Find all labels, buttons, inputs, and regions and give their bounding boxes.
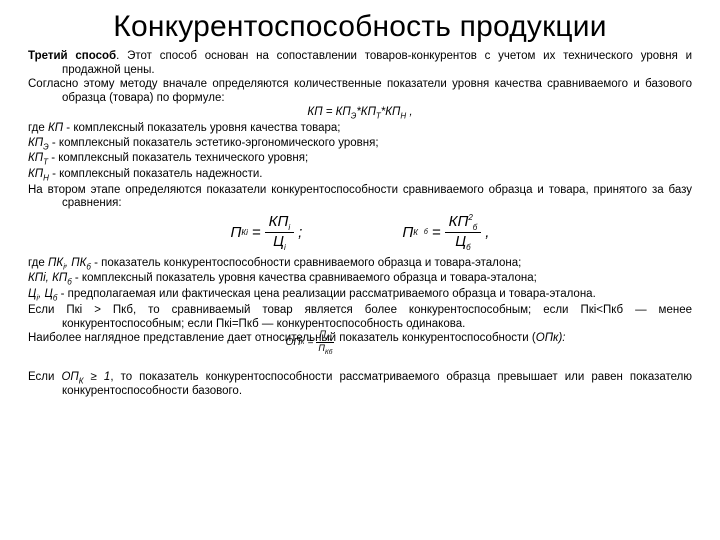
f2-tail: ,	[485, 224, 489, 242]
f2-num-sub: б	[473, 223, 478, 232]
kpi-line: КПi, КПб - комплексный показатель уровня…	[28, 272, 692, 287]
where-kp: где КП - комплексный показатель уровня к…	[28, 122, 692, 136]
f2-frac: КП2б Цб	[445, 213, 482, 253]
where-lead: где	[28, 122, 48, 134]
kpt-sym: КП	[28, 152, 43, 164]
pk-line: где ПКi, ПКб - показатель конкурентоспос…	[28, 257, 692, 272]
kpi-sym1: КПi	[28, 272, 46, 284]
final-a: Если	[28, 371, 61, 383]
third-rest: . Этот способ основан на сопоставлении т…	[62, 50, 692, 76]
f1-lhs-sub: Кi	[241, 228, 248, 237]
formula-kp: КП = КПЭ*КПТ*КПН ,	[28, 106, 692, 121]
op-sym: ОПк):	[536, 332, 566, 344]
f1-num: КП	[269, 213, 289, 230]
f1-den-sub: i	[284, 243, 286, 252]
pk-sym1: ПК	[48, 257, 63, 269]
p-third: Третий способ. Этот способ основан на со…	[28, 50, 692, 77]
formula-row: ПКi = КПi Цi ; ПКб = КП2б Цб ,	[28, 213, 692, 253]
final-sym: ОП	[61, 371, 78, 383]
where-kp-sym: КП	[48, 122, 63, 134]
kpi-sym2: КП	[52, 272, 67, 284]
f1-frac: КПi Цi	[265, 213, 295, 253]
op-formula: ОПК = ПКi ПКб	[240, 329, 380, 357]
formula-pkb: ПКб = КП2б Цб ,	[402, 213, 489, 253]
f1-den: Ц	[273, 233, 284, 250]
kp-base: КП = КП	[307, 106, 350, 118]
price-sym2: Ц	[45, 288, 53, 300]
f1-lhs: П	[231, 224, 242, 242]
compare-line: Если Пкi > Пкб, то сравниваемый товар яв…	[28, 304, 692, 331]
f2-den: Ц	[455, 233, 466, 250]
kpn-sym: КП	[28, 168, 43, 180]
final-b: , то показатель конкурентоспособности ра…	[62, 371, 692, 398]
page-title: Конкурентоспособность продукции	[28, 10, 692, 44]
kpe-sym: КП	[28, 137, 43, 149]
pk-sym2: ПК	[71, 257, 86, 269]
op-den-sub: Кб	[325, 349, 333, 356]
op-lhs: ОП	[286, 337, 301, 349]
slide: Конкурентоспособность продукции Третий с…	[0, 0, 720, 540]
final-line: Если ОПК ≥ 1, то показатель конкурентосп…	[28, 371, 692, 399]
kpi-txt: - комплексный показатель уровня качества…	[72, 272, 537, 284]
kpe-txt: - комплексный показатель эстетико-эргоно…	[49, 137, 379, 149]
third-lead: Третий способ	[28, 50, 116, 62]
f2-num: КП	[449, 213, 469, 230]
p-method: Согласно этому методу вначале определяют…	[28, 78, 692, 105]
pk-txt: - показатель конкурентоспособности сравн…	[91, 257, 521, 269]
price-line: Цi, Цб - предполагаемая или фактическая …	[28, 288, 692, 303]
kpn-txt: - комплексный показатель надежности.	[49, 168, 263, 180]
op-lhs-sub: К	[301, 339, 305, 347]
kp-star2: *КП	[381, 106, 401, 118]
f2-lhs-sub: К	[413, 228, 418, 237]
f2-num-sup: 2	[468, 213, 472, 222]
kpe-line: КПЭ - комплексный показатель эстетико-эр…	[28, 137, 692, 152]
kp-star1: *КП	[356, 106, 376, 118]
f2-lhs-sub2: б	[424, 229, 428, 237]
final-ge: ≥ 1	[83, 371, 110, 383]
where-kp-txt: - комплексный показатель уровня качества…	[63, 122, 340, 134]
op-num-sub: Кi	[326, 334, 331, 341]
formula-pki: ПКi = КПi Цi ;	[231, 213, 303, 253]
pk-lead: где	[28, 257, 48, 269]
kpt-line: КПТ - комплексный показатель техническог…	[28, 152, 692, 167]
kp-tail: ,	[406, 106, 412, 118]
body-text: Третий способ. Этот способ основан на со…	[28, 50, 692, 399]
f2-lhs: П	[402, 224, 413, 242]
price-txt: - предполагаемая или фактическая цена ре…	[57, 288, 595, 300]
f1-num-sub: i	[288, 223, 290, 232]
kpt-txt: - комплексный показатель технического ур…	[48, 152, 308, 164]
f2-den-sub: б	[466, 243, 471, 252]
f1-tail: ;	[298, 224, 302, 242]
kpn-line: КПН - комплексный показатель надежности.	[28, 168, 692, 183]
op-frac: ПКi ПКб	[316, 329, 334, 357]
p-stage2: На втором этапе определяются показатели …	[28, 184, 692, 211]
